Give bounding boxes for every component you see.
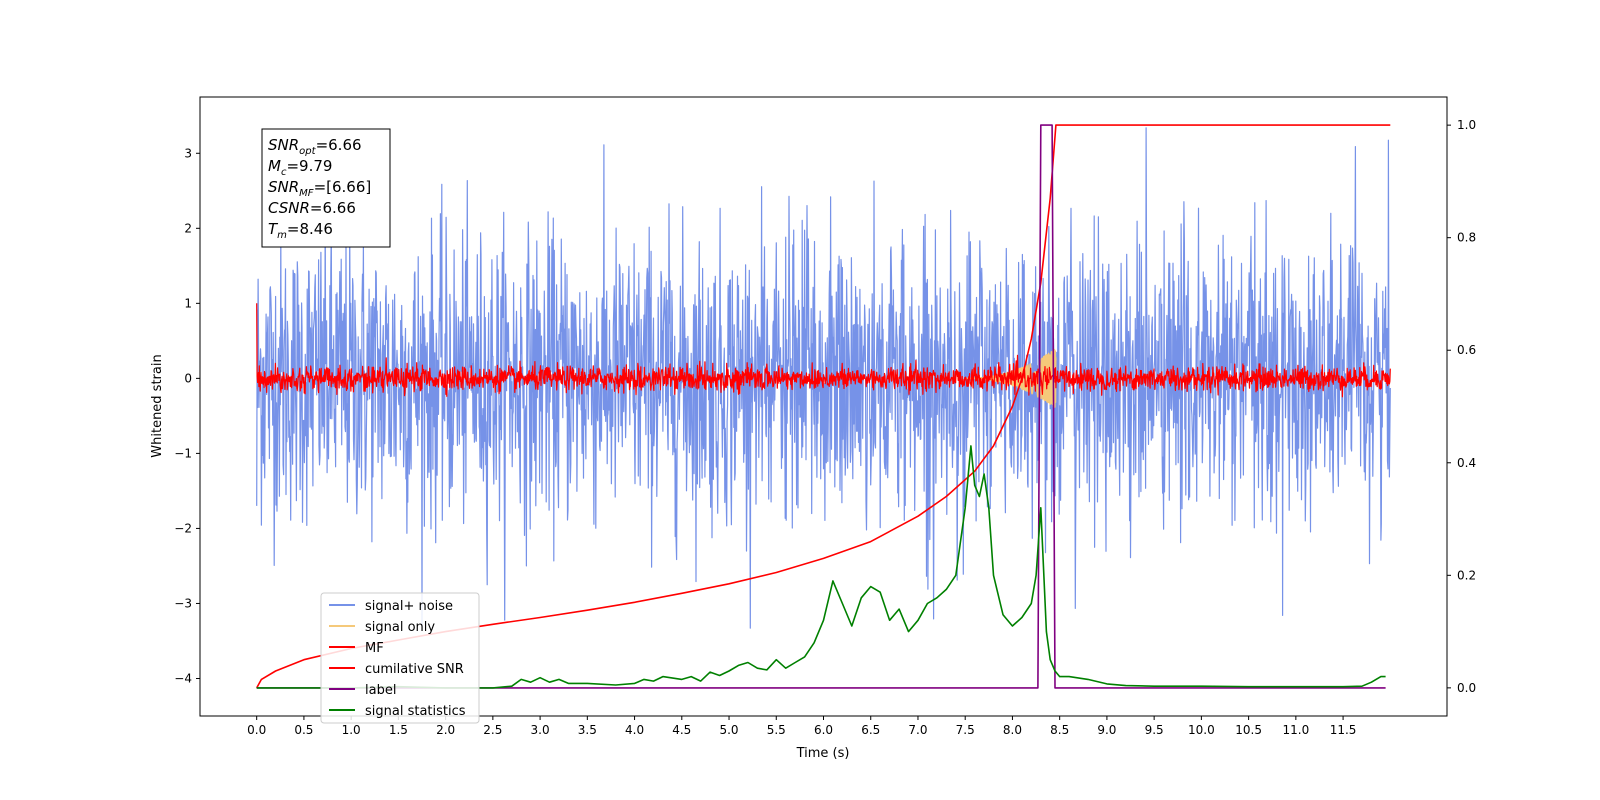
y-tick-label: −3 xyxy=(174,596,192,610)
annotation-frame xyxy=(261,128,391,248)
x-tick-label: 7.5 xyxy=(956,723,975,737)
y2-tick-label: 0.2 xyxy=(1457,568,1476,582)
y-tick-label: −1 xyxy=(174,446,192,460)
x-tick-label: 2.0 xyxy=(436,723,455,737)
legend-label: signal only xyxy=(365,620,435,635)
x-tick-label: 2.5 xyxy=(483,723,502,737)
y2-tick-label: 0.4 xyxy=(1457,456,1476,470)
x-tick-label: 11.5 xyxy=(1330,723,1357,737)
y-tick-label: −2 xyxy=(174,521,192,535)
legend-label: MF xyxy=(365,641,384,656)
legend-label: signal statistics xyxy=(365,704,466,719)
x-tick-label: 3.5 xyxy=(578,723,597,737)
x-tick-label: 7.0 xyxy=(908,723,927,737)
y-axis-label: Whitened strain xyxy=(150,354,165,457)
x-tick-label: 6.0 xyxy=(814,723,833,737)
x-tick-label: 10.5 xyxy=(1235,723,1262,737)
legend: signal+ noise signal only MF cumilative SNR… xyxy=(320,592,480,724)
x-tick-label: 10.0 xyxy=(1188,723,1215,737)
x-tick-label: 4.5 xyxy=(672,723,691,737)
x-tick-label: 4.0 xyxy=(625,723,644,737)
y-tick-label: −4 xyxy=(174,671,192,685)
series-line-signal-statistics xyxy=(256,445,1386,689)
x-tick-label: 1.0 xyxy=(342,723,361,737)
series-line-mf xyxy=(256,303,1391,398)
x-tick-label: 0.5 xyxy=(294,723,313,737)
annotation-line: SNRMF=[6.66] xyxy=(268,178,371,199)
y-tick-label: 3 xyxy=(184,146,192,160)
y2-tick-label: 0.8 xyxy=(1457,231,1476,245)
x-tick-label: 3.0 xyxy=(531,723,550,737)
x-tick-label: 11.0 xyxy=(1282,723,1309,737)
y2-tick-label: 0.6 xyxy=(1457,343,1476,357)
y-tick-label: 1 xyxy=(184,296,192,310)
annotation-line: SNRopt=6.66 xyxy=(268,136,362,157)
legend-frame xyxy=(320,592,480,724)
annotation-line: Mc=9.79 xyxy=(268,157,332,178)
legend-label: signal+ noise xyxy=(365,599,453,614)
y2-tick-label: 1.0 xyxy=(1457,118,1476,132)
x-tick-label: 9.0 xyxy=(1097,723,1116,737)
y-tick-label: 0 xyxy=(184,371,192,385)
x-tick-label: 5.5 xyxy=(767,723,786,737)
y-tick-label: 2 xyxy=(184,221,192,235)
x-tick-label: 8.0 xyxy=(1003,723,1022,737)
x-axis-label: Time (s) xyxy=(796,746,850,761)
x-tick-label: 1.5 xyxy=(389,723,408,737)
x-tick-label: 6.5 xyxy=(861,723,880,737)
legend-label: label xyxy=(365,683,396,698)
y2-tick-label: 0.0 xyxy=(1457,681,1476,695)
x-tick-label: 0.0 xyxy=(247,723,266,737)
x-tick-label: 5.0 xyxy=(719,723,738,737)
annotation-line: Tm=8.46 xyxy=(268,220,333,241)
series-line-label xyxy=(256,124,1386,689)
x-tick-label: 8.5 xyxy=(1050,723,1069,737)
x-tick-label: 9.5 xyxy=(1145,723,1164,737)
legend-label: cumilative SNR xyxy=(365,662,464,677)
annotation-line: CSNR=6.66 xyxy=(268,199,356,217)
